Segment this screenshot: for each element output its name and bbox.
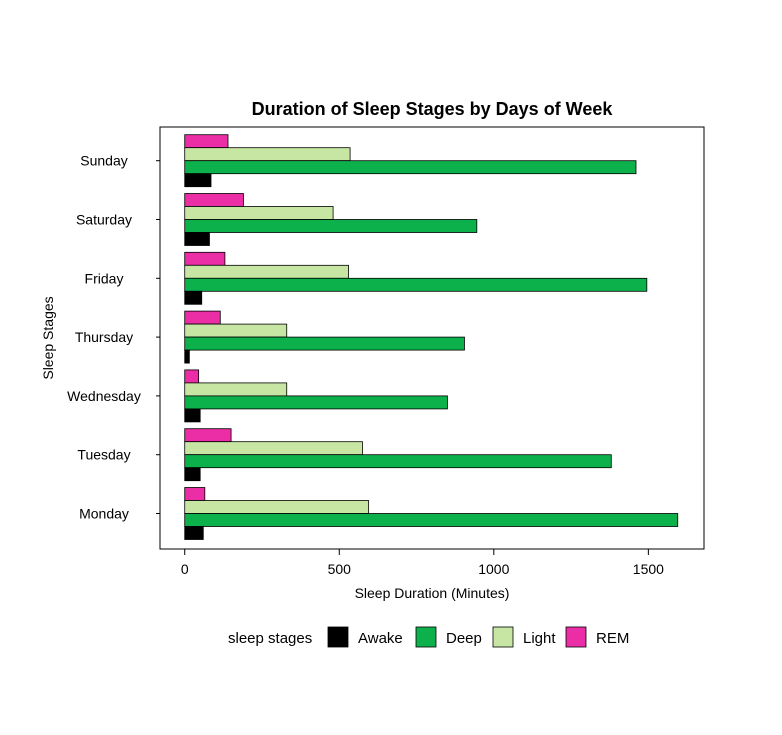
bar-friday-rem bbox=[184, 251, 226, 266]
bar-monday-rem bbox=[184, 487, 206, 501]
legend-swatch-deep bbox=[415, 626, 437, 648]
y-tick-label-wednesday: Wednesday bbox=[67, 388, 141, 404]
bar-monday-deep bbox=[184, 513, 679, 527]
bar-monday-awake bbox=[184, 526, 204, 540]
y-tick-label-thursday: Thursday bbox=[75, 329, 133, 345]
legend-label-deep: Deep bbox=[446, 630, 482, 647]
bar-sunday-rem bbox=[184, 134, 229, 149]
x-tick-label: 1500 bbox=[633, 561, 664, 577]
y-tick-label-friday: Friday bbox=[85, 270, 124, 286]
legend-swatch-rem bbox=[565, 626, 587, 648]
bar-tuesday-rem bbox=[184, 428, 232, 443]
bar-thursday-awake bbox=[184, 349, 190, 364]
bar-sunday-awake bbox=[184, 173, 212, 188]
legend-title: sleep stages bbox=[228, 630, 312, 647]
bar-wednesday-awake bbox=[184, 408, 201, 423]
bar-monday-light bbox=[184, 500, 370, 514]
legend-label-awake: Awake bbox=[358, 630, 403, 647]
legend-swatch-light bbox=[492, 626, 514, 648]
y-axis: Monday Tuesday Wednesday Thursday Friday Satu… bbox=[67, 153, 160, 522]
legend-label-rem: REM bbox=[596, 630, 629, 647]
y-axis-label: Sleep Stages bbox=[40, 296, 56, 379]
bar-saturday-deep bbox=[184, 219, 478, 233]
bar-friday-light bbox=[184, 264, 349, 279]
bar-tuesday-awake bbox=[184, 467, 201, 482]
bar-wednesday-rem bbox=[184, 369, 200, 384]
bar-friday-deep bbox=[184, 277, 648, 292]
x-tick-label: 1000 bbox=[478, 561, 509, 577]
x-tick-label: 500 bbox=[328, 561, 352, 577]
y-tick-label-saturday: Saturday bbox=[76, 212, 132, 228]
bars-layer bbox=[184, 134, 679, 540]
bar-wednesday-light bbox=[184, 382, 288, 397]
y-tick-label-tuesday: Tuesday bbox=[77, 447, 130, 463]
legend-swatch-awake bbox=[327, 626, 349, 648]
bar-sunday-light bbox=[184, 147, 351, 162]
chart-title: Duration of Sleep Stages by Days of Week bbox=[252, 99, 614, 119]
bar-saturday-awake bbox=[184, 232, 210, 246]
x-tick-label: 0 bbox=[181, 561, 189, 577]
bar-thursday-deep bbox=[184, 336, 465, 351]
x-axis-label: Sleep Duration (Minutes) bbox=[355, 585, 510, 601]
x-axis: 0 500 1000 1500 bbox=[181, 548, 664, 577]
legend: sleep stages Awake Deep Light REM bbox=[228, 626, 629, 648]
legend-label-light: Light bbox=[523, 630, 556, 647]
bar-tuesday-light bbox=[184, 441, 363, 456]
bar-thursday-light bbox=[184, 323, 288, 338]
bar-saturday-light bbox=[184, 206, 334, 220]
bar-sunday-deep bbox=[184, 160, 637, 175]
bar-tuesday-deep bbox=[184, 454, 612, 469]
bar-wednesday-deep bbox=[184, 395, 448, 410]
bar-thursday-rem bbox=[184, 310, 221, 325]
y-tick-label-monday: Monday bbox=[79, 506, 129, 522]
bar-saturday-rem bbox=[184, 193, 244, 207]
bar-friday-awake bbox=[184, 290, 203, 305]
y-tick-label-sunday: Sunday bbox=[80, 153, 127, 169]
